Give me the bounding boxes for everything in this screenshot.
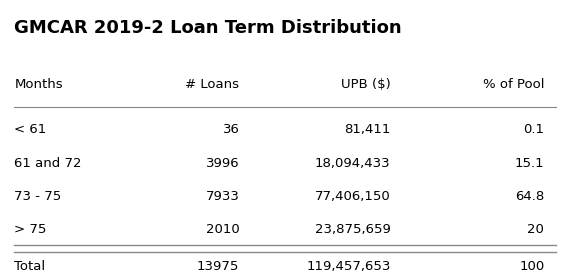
Text: 23,875,659: 23,875,659 <box>315 223 390 236</box>
Text: Months: Months <box>14 78 63 91</box>
Text: % of Pool: % of Pool <box>483 78 544 91</box>
Text: 77,406,150: 77,406,150 <box>315 190 390 203</box>
Text: 15.1: 15.1 <box>515 157 544 170</box>
Text: Total: Total <box>14 260 46 273</box>
Text: 7933: 7933 <box>206 190 239 203</box>
Text: > 75: > 75 <box>14 223 47 236</box>
Text: 73 - 75: 73 - 75 <box>14 190 62 203</box>
Text: 2010: 2010 <box>206 223 239 236</box>
Text: 0.1: 0.1 <box>523 123 544 136</box>
Text: 18,094,433: 18,094,433 <box>315 157 390 170</box>
Text: < 61: < 61 <box>14 123 47 136</box>
Text: 36: 36 <box>222 123 239 136</box>
Text: 13975: 13975 <box>197 260 239 273</box>
Text: 3996: 3996 <box>206 157 239 170</box>
Text: UPB ($): UPB ($) <box>341 78 390 91</box>
Text: 64.8: 64.8 <box>515 190 544 203</box>
Text: 100: 100 <box>519 260 544 273</box>
Text: 20: 20 <box>527 223 544 236</box>
Text: GMCAR 2019-2 Loan Term Distribution: GMCAR 2019-2 Loan Term Distribution <box>14 19 402 37</box>
Text: 61 and 72: 61 and 72 <box>14 157 82 170</box>
Text: 81,411: 81,411 <box>344 123 390 136</box>
Text: 119,457,653: 119,457,653 <box>306 260 390 273</box>
Text: # Loans: # Loans <box>185 78 239 91</box>
